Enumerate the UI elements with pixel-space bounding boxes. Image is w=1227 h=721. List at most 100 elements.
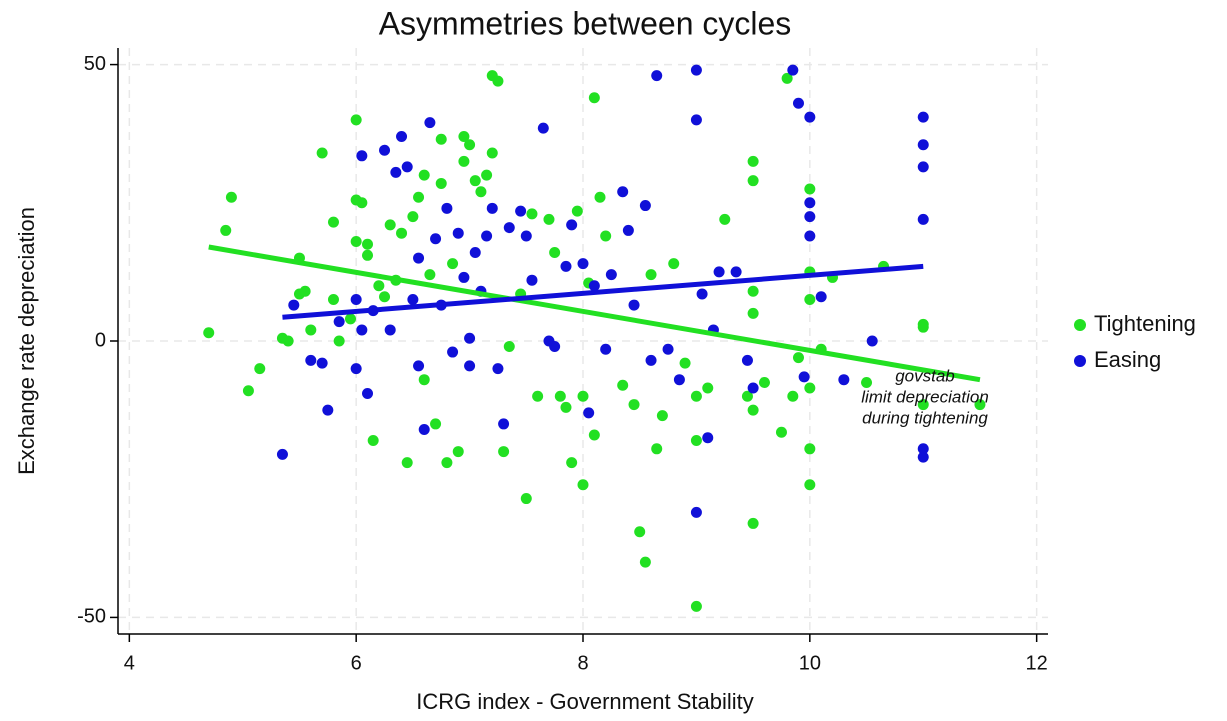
data-point [917,139,929,151]
x-axis-title: ICRG index - Government Stability [416,689,753,714]
data-point [362,249,374,261]
x-tick-label: 6 [351,652,362,674]
data-point [401,457,413,469]
data-point [804,382,816,394]
legend-label: Easing [1094,347,1161,372]
data-point [503,222,515,234]
data-point [520,230,532,242]
data-point [350,235,362,247]
data-point [781,72,793,84]
data-point [917,399,929,411]
data-point [424,269,436,281]
annotation: during tightening [862,408,988,427]
data-point [356,324,368,336]
data-point [787,390,799,402]
data-point [464,360,476,372]
data-point [917,161,929,173]
data-point [696,288,708,300]
data-point [447,258,459,270]
data-point [543,213,555,225]
data-point [407,211,419,223]
legend-marker [1074,319,1086,331]
data-point [662,343,674,355]
data-point [838,374,850,386]
data-point [384,219,396,231]
data-point [458,271,470,283]
data-point [316,357,328,369]
data-point [804,111,816,123]
data-point [203,327,215,339]
data-point [690,390,702,402]
data-point [435,177,447,189]
annotation: govstab [895,366,955,385]
data-point [747,285,759,297]
chart-title: Asymmetries between cycles [379,5,792,41]
data-point [713,266,725,278]
data-point [560,401,572,413]
data-point [804,183,816,195]
data-point [634,526,646,538]
data-point [424,117,436,129]
data-point [532,390,544,402]
data-point [588,280,600,292]
data-point [804,211,816,223]
data-point [384,324,396,336]
data-point [605,269,617,281]
data-point [577,479,589,491]
data-point [254,363,266,375]
legend-marker [1074,355,1086,367]
data-point [452,446,464,458]
data-point [577,390,589,402]
data-point [804,230,816,242]
data-point [458,130,470,142]
data-point [690,600,702,612]
data-point [299,285,311,297]
data-point [974,399,986,411]
data-point [469,247,481,259]
data-point [288,299,300,311]
data-point [747,382,759,394]
data-point [475,186,487,198]
data-point [350,114,362,126]
data-point [322,404,334,416]
data-point [379,291,391,303]
data-point [225,191,237,203]
data-point [492,363,504,375]
data-point [430,418,442,430]
data-point [747,404,759,416]
data-point [560,260,572,272]
data-point [622,224,634,236]
data-point [645,354,657,366]
data-point [441,457,453,469]
data-point [379,144,391,156]
data-point [804,294,816,306]
data-point [430,233,442,245]
data-point [639,556,651,568]
data-point [362,238,374,250]
data-point [747,175,759,187]
data-point [690,506,702,518]
data-point [917,443,929,455]
fit-line [208,244,981,383]
data-point [690,114,702,126]
data-point [600,343,612,355]
data-point [452,227,464,239]
data-point [617,379,629,391]
data-point [498,446,510,458]
data-point [804,443,816,455]
data-point [367,435,379,447]
data-point [668,258,680,270]
data-point [282,335,294,347]
data-point [730,266,742,278]
data-point [639,200,651,212]
data-point [356,150,368,162]
data-point [571,205,583,217]
data-point [464,139,476,151]
data-point [747,155,759,167]
data-point [350,363,362,375]
data-point [792,97,804,109]
data-point [679,357,691,369]
data-point [435,133,447,145]
data-point [815,291,827,303]
data-point [492,75,504,87]
